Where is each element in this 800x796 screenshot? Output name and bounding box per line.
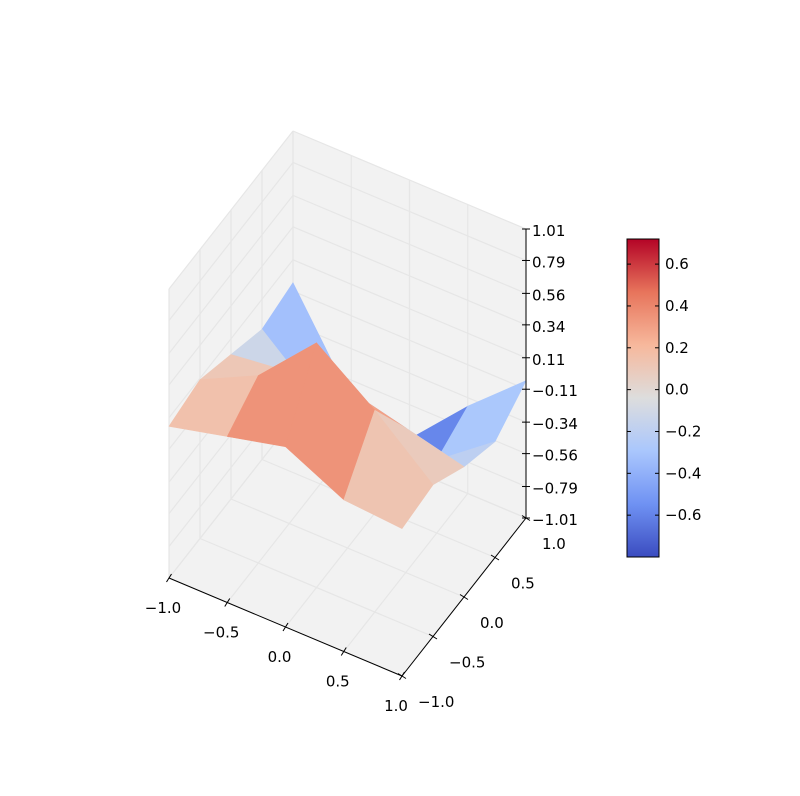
gridline-z xyxy=(292,194,527,294)
axis-ticks: −1.0 −0.5 0.0 0.5 1.0 −1.0 −0.5 0.0 0.5 1.0 −1.01 −… xyxy=(145,222,578,715)
y-tick-label: 0.0 xyxy=(480,614,504,632)
z-tick-label: 0.34 xyxy=(532,318,565,336)
x-tick-label: 1.0 xyxy=(384,697,408,715)
gridline-y xyxy=(199,537,434,638)
z-tick-label: 0.79 xyxy=(532,253,565,271)
surface-facet xyxy=(343,409,434,529)
x-tick-label: −0.5 xyxy=(203,624,239,642)
x-tick xyxy=(282,622,289,632)
x-tick xyxy=(340,647,347,656)
z-tick-label: 0.56 xyxy=(532,286,565,304)
surface xyxy=(168,282,527,529)
z-tick-label: −0.56 xyxy=(532,447,578,465)
colorbar-tick-label: 0.4 xyxy=(665,297,689,315)
colorbar: −0.6 −0.4 −0.2 0.0 0.2 0.4 0.6 xyxy=(626,238,701,558)
y-tick-label: 1.0 xyxy=(542,535,566,553)
colorbar-tick-label: −0.4 xyxy=(665,464,701,482)
z-tick-label: 0.11 xyxy=(532,351,565,369)
colorbar-tick-label: −0.2 xyxy=(665,422,701,440)
z-tick-label: −0.11 xyxy=(532,382,578,400)
colorbar-tick-label: 0.2 xyxy=(665,339,689,357)
colorbar-tick-label: −0.6 xyxy=(665,506,701,524)
colorbar-tick-label: 0.0 xyxy=(665,381,689,399)
z-tick-label: 1.01 xyxy=(532,222,565,240)
gridline-z xyxy=(292,259,527,359)
gridline-z xyxy=(168,162,294,321)
x-tick-label: 0.0 xyxy=(268,648,292,666)
y-tick-label: −0.5 xyxy=(449,654,485,672)
gridline-z xyxy=(292,226,527,326)
y-tick xyxy=(428,633,438,640)
gridline-z xyxy=(292,130,527,230)
y-tick-label: 0.5 xyxy=(511,575,535,593)
gridline-z xyxy=(292,161,527,262)
gridline-z xyxy=(292,290,527,390)
gridline-z xyxy=(168,226,294,386)
x-tick-label: −1.0 xyxy=(145,599,181,617)
gridline-z xyxy=(168,195,294,354)
x-tick xyxy=(224,598,231,607)
y-tick-label: −1.0 xyxy=(418,693,454,711)
gridline-z xyxy=(168,259,294,419)
y-tick xyxy=(459,594,469,600)
z-tick-label: −1.01 xyxy=(532,511,578,529)
gridline-y xyxy=(230,498,465,598)
y-tick xyxy=(490,554,500,561)
z-tick-label: −0.79 xyxy=(532,480,578,498)
x-tick xyxy=(166,573,172,583)
colorbar-tick-label: 0.6 xyxy=(665,255,689,273)
y-tick xyxy=(397,673,407,679)
gridline-z xyxy=(168,130,294,290)
x-tick-label: 0.5 xyxy=(326,673,350,691)
gridline-z xyxy=(168,419,294,579)
z-tick-label: −0.34 xyxy=(532,415,578,433)
colorbar-gradient xyxy=(626,238,660,558)
